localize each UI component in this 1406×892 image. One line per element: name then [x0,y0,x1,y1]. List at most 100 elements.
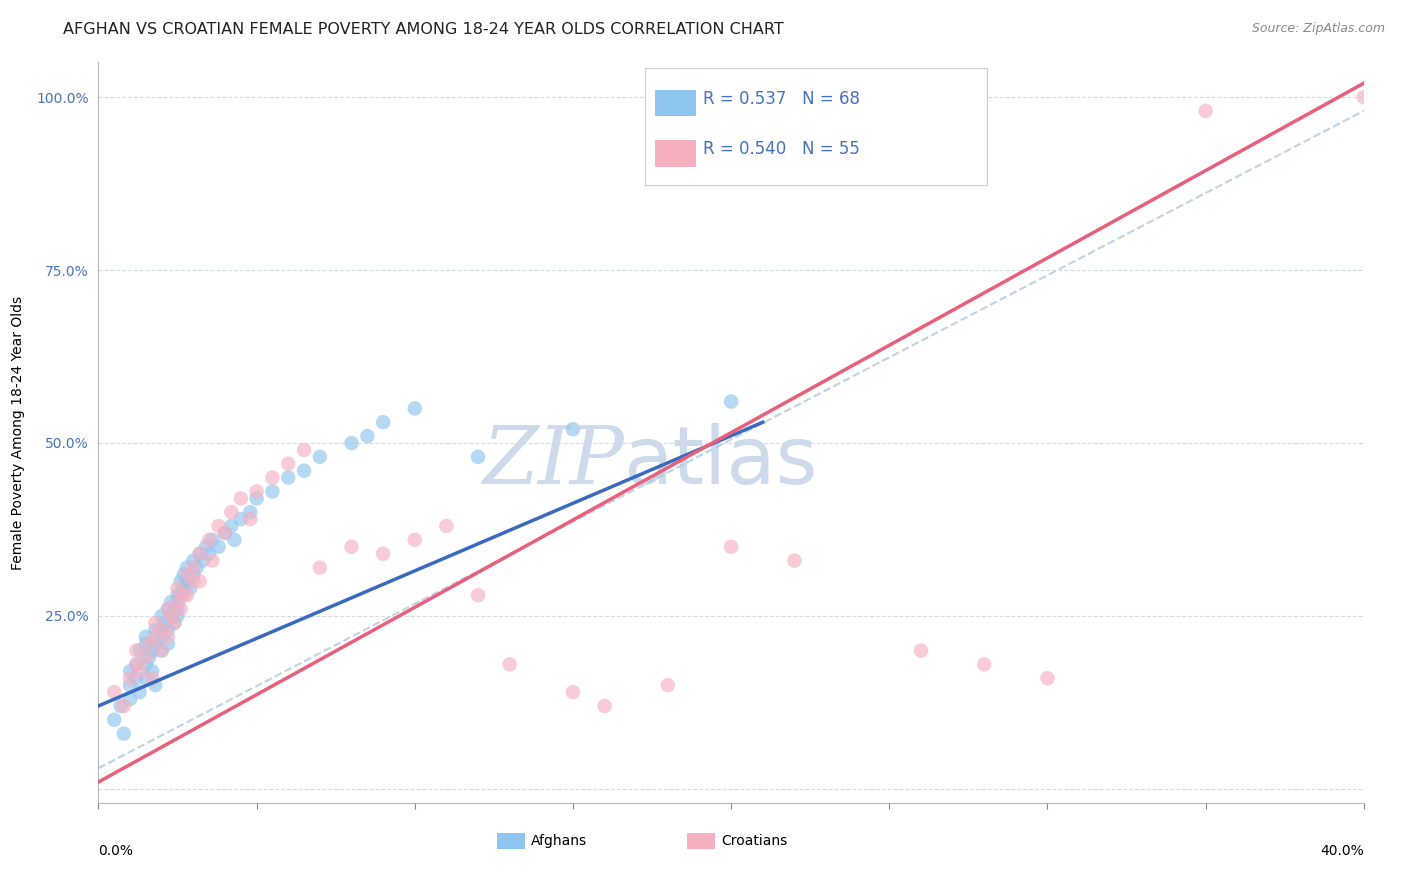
Point [163,615,186,630]
Point [467,588,489,602]
Point [145,678,166,692]
Point [176,567,198,582]
Point [194,540,218,554]
Point [103,713,125,727]
Point [208,519,231,533]
Point [214,525,236,540]
Point [160,609,183,624]
Point [176,574,198,589]
Point [188,547,211,561]
Point [166,595,188,609]
Bar [498,833,524,849]
Point [201,554,224,568]
Point [201,533,224,547]
Point [783,554,806,568]
Point [150,623,173,637]
Point [120,678,141,692]
Point [157,630,180,644]
Point [150,643,173,657]
Point [224,533,246,547]
Point [141,671,163,685]
Point [246,484,269,499]
Text: R = 0.540   N = 55: R = 0.540 N = 55 [703,140,860,158]
Point [246,491,269,506]
Point [593,698,616,713]
Point [183,567,205,582]
Point [467,450,489,464]
Point [219,505,243,519]
Point [1194,103,1216,118]
Point [371,415,394,429]
Point [188,574,211,589]
Point [150,609,173,624]
Point [145,630,166,644]
Point [166,602,188,616]
Point [1353,90,1375,104]
Point [135,671,157,685]
Point [166,595,188,609]
Point [169,588,191,602]
Point [176,588,198,602]
Point [145,637,166,651]
Point [160,595,183,609]
Point [135,630,157,644]
Point [208,540,231,554]
Point [166,582,188,596]
Y-axis label: Female Poverty Among 18-24 Year Olds: Female Poverty Among 18-24 Year Olds [11,295,25,570]
Point [120,692,141,706]
Point [112,698,135,713]
Point [138,637,160,651]
Point [128,643,150,657]
Point [309,560,332,574]
Point [169,602,191,616]
Point [340,436,363,450]
Point [166,609,188,624]
Text: 40.0%: 40.0% [1320,844,1364,857]
Point [125,671,148,685]
Point [110,698,132,713]
Point [183,574,205,589]
Point [128,685,150,699]
Point [239,512,262,526]
Point [157,623,180,637]
Point [1036,671,1059,685]
Point [125,643,148,657]
Text: 0.0%: 0.0% [98,844,134,857]
Point [120,671,141,685]
Point [176,560,198,574]
Bar [686,833,714,849]
Point [404,533,426,547]
Point [135,637,157,651]
Text: AFGHAN VS CROATIAN FEMALE POVERTY AMONG 18-24 YEAR OLDS CORRELATION CHART: AFGHAN VS CROATIAN FEMALE POVERTY AMONG … [63,22,785,37]
Point [179,582,201,596]
Text: Croatians: Croatians [721,834,787,848]
Point [145,623,166,637]
Point [125,657,148,672]
Point [292,464,315,478]
Point [141,665,163,679]
Text: Source: ZipAtlas.com: Source: ZipAtlas.com [1251,22,1385,36]
Point [436,519,458,533]
Point [125,657,148,672]
Point [138,650,160,665]
Point [112,726,135,740]
Point [309,450,332,464]
Point [103,685,125,699]
Point [371,547,394,561]
Point [163,615,186,630]
Point [188,547,211,561]
Point [198,547,221,561]
Point [169,574,191,589]
Point [720,540,742,554]
Point [150,643,173,657]
Point [561,685,585,699]
Point [277,470,299,484]
FancyBboxPatch shape [645,69,987,186]
Point [910,643,932,657]
Point [160,609,183,624]
Text: Afghans: Afghans [531,834,588,848]
Point [239,505,262,519]
Point [219,519,243,533]
Point [153,615,176,630]
Point [191,554,214,568]
